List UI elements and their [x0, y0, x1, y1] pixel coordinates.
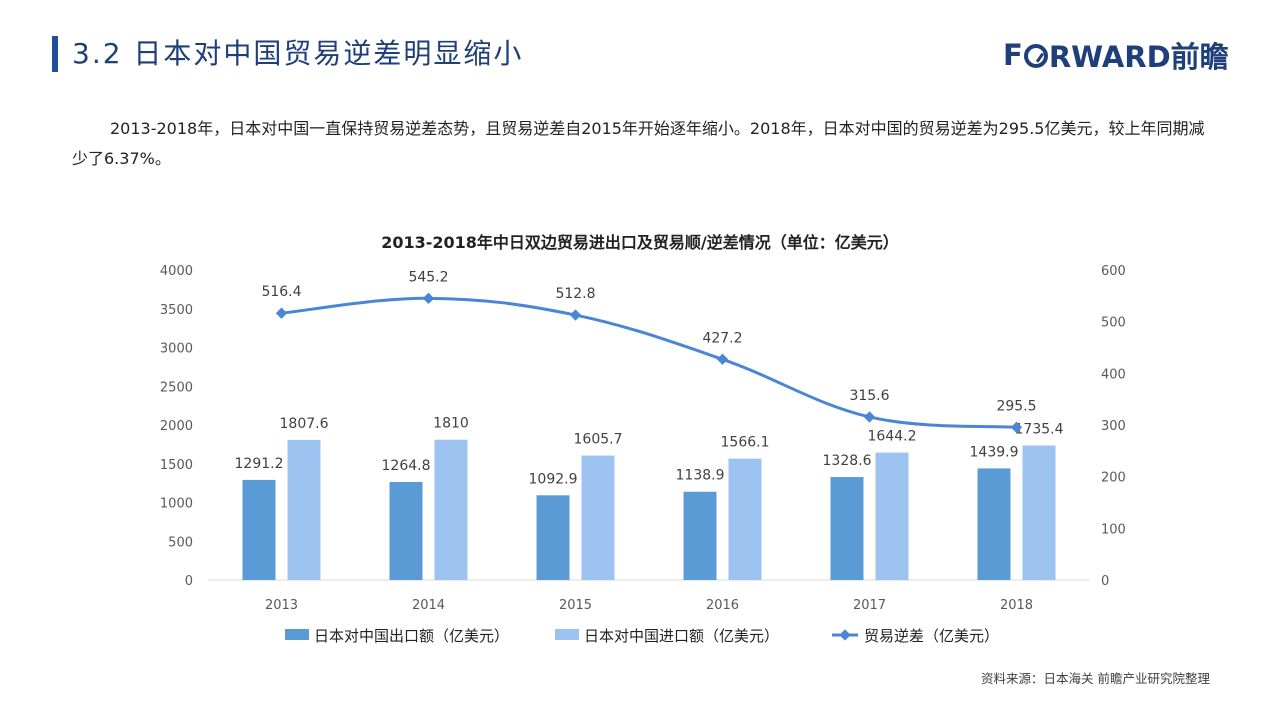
left-axis-tick-label: 500	[168, 535, 193, 550]
left-axis-tick-label: 2500	[160, 380, 193, 395]
right-axis-tick-label: 200	[1101, 471, 1126, 486]
bar-data-label: 1328.6	[823, 453, 872, 469]
bar-import	[287, 439, 321, 580]
left-axis-tick-label: 1000	[160, 497, 193, 512]
title-accent-bar	[52, 36, 58, 72]
bar-export	[242, 479, 276, 580]
intro-text: 2013-2018年，日本对中国一直保持贸易逆差态势，且贸易逆差自2015年开始…	[72, 119, 1205, 168]
bar-data-label: 1439.9	[970, 444, 1019, 460]
deficit-point	[422, 292, 435, 304]
bar-export	[683, 491, 717, 580]
legend-label: 日本对中国出口额（亿美元）	[314, 627, 509, 645]
legend-label: 贸易逆差（亿美元）	[864, 627, 999, 645]
bar-import	[728, 458, 762, 580]
bar-data-label: 1810	[433, 416, 469, 432]
bar-import	[434, 439, 468, 580]
bar-export	[536, 495, 570, 580]
chart-title: 2013-2018年中日双边贸易进出口及贸易顺/逆差情况（单位：亿美元）	[381, 233, 899, 252]
bar-import	[581, 455, 615, 580]
brand-logo-prefix: F	[1003, 38, 1023, 72]
legend-marker	[839, 629, 851, 641]
x-axis-tick-label: 2015	[559, 598, 592, 613]
left-axis-tick-label: 0	[185, 574, 193, 589]
bar-data-label: 1138.9	[676, 468, 725, 484]
bar-export	[830, 477, 864, 580]
bar-import	[875, 452, 909, 580]
right-axis-tick-label: 300	[1101, 419, 1126, 434]
right-axis-tick-label: 500	[1101, 316, 1126, 331]
right-axis-tick-label: 0	[1101, 574, 1109, 589]
x-axis-tick-label: 2014	[412, 598, 445, 613]
deficit-data-label: 315.6	[849, 388, 889, 404]
deficit-point	[1010, 421, 1023, 433]
left-axis-tick-label: 3000	[160, 342, 193, 357]
deficit-point	[275, 307, 288, 319]
brand-logo-suffix: RWARD前瞻	[1048, 40, 1229, 74]
right-axis-tick-label: 600	[1101, 264, 1126, 279]
deficit-data-label: 512.8	[555, 286, 595, 302]
deficit-point	[716, 353, 729, 365]
deficit-data-label: 295.5	[996, 398, 1036, 414]
left-axis-tick-label: 2000	[160, 419, 193, 434]
bar-export	[977, 468, 1011, 580]
legend-swatch	[285, 629, 309, 640]
x-axis-tick-label: 2013	[265, 598, 298, 613]
x-axis-tick-label: 2018	[1000, 598, 1033, 613]
deficit-data-label: 516.4	[261, 284, 301, 300]
brand-logo: F RWARD前瞻	[1003, 37, 1229, 74]
x-axis-tick-label: 2017	[853, 598, 886, 613]
bar-data-label: 1291.2	[235, 456, 284, 472]
bar-data-label: 1092.9	[529, 471, 578, 487]
bar-data-label: 1735.4	[1015, 422, 1064, 438]
legend-swatch	[555, 629, 579, 640]
right-axis-tick-label: 400	[1101, 367, 1126, 382]
compass-icon	[1023, 44, 1048, 68]
left-axis-tick-label: 1500	[160, 458, 193, 473]
bar-export	[389, 481, 423, 580]
left-axis-tick-label: 3500	[160, 303, 193, 318]
legend-label: 日本对中国进口额（亿美元）	[584, 627, 779, 645]
bar-data-label: 1807.6	[280, 416, 329, 432]
left-axis-tick-label: 4000	[160, 264, 193, 279]
bar-data-label: 1605.7	[574, 432, 623, 448]
intro-paragraph: 2013-2018年，日本对中国一直保持贸易逆差态势，且贸易逆差自2015年开始…	[72, 114, 1212, 174]
right-axis-tick-label: 100	[1101, 522, 1126, 537]
bar-import	[1022, 445, 1056, 580]
deficit-data-label: 427.2	[702, 330, 742, 346]
source-note: 资料来源：日本海关 前瞻产业研究院整理	[981, 671, 1210, 686]
deficit-line	[281, 296, 1017, 429]
bar-data-label: 1644.2	[868, 429, 917, 445]
deficit-point	[569, 309, 582, 321]
bar-data-label: 1264.8	[382, 458, 431, 474]
x-axis-tick-label: 2016	[706, 598, 739, 613]
bar-data-label: 1566.1	[721, 435, 770, 451]
page-title: 3.2 日本对中国贸易逆差明显缩小	[72, 37, 524, 70]
deficit-point	[863, 411, 876, 423]
deficit-data-label: 545.2	[408, 269, 448, 285]
